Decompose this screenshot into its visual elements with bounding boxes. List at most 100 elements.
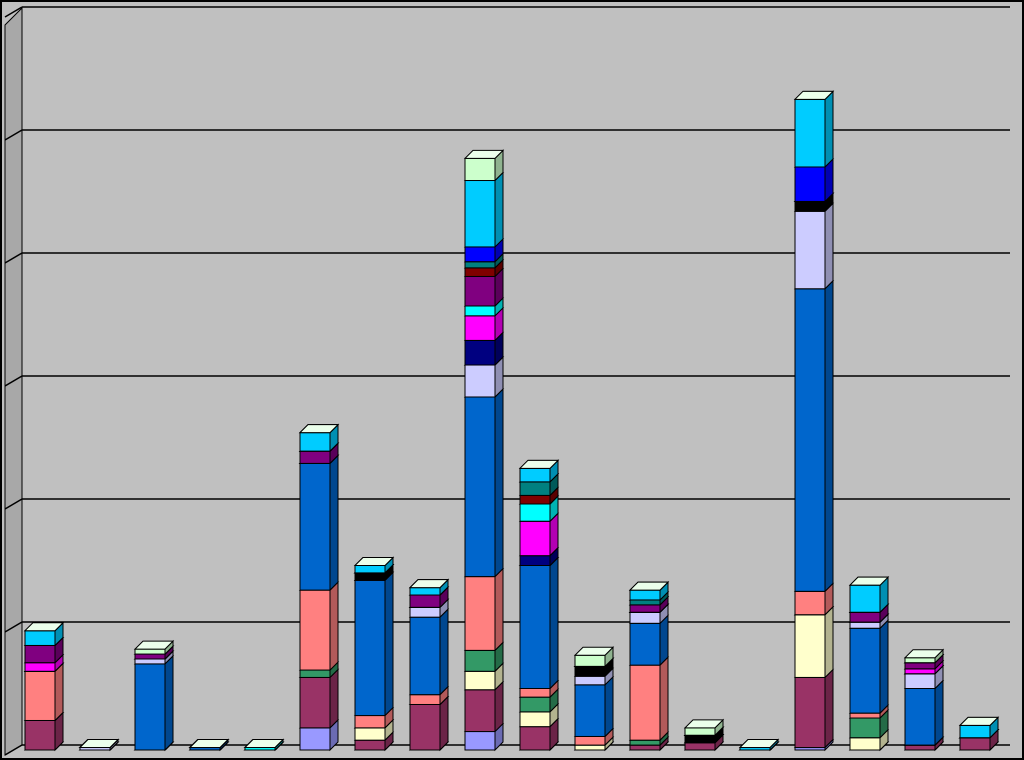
bar-segment xyxy=(849,627,881,714)
bar-segment xyxy=(464,396,496,578)
bar-segment xyxy=(409,587,441,596)
bar-segment xyxy=(574,675,606,686)
bar-segment xyxy=(794,200,826,212)
bar-top xyxy=(958,716,1000,726)
bar-segment xyxy=(629,589,661,601)
bar-segment xyxy=(464,315,496,341)
bar-segment xyxy=(794,166,826,202)
bar-segment xyxy=(794,590,826,616)
bar-top xyxy=(78,739,120,749)
bar-segment xyxy=(849,621,881,629)
bar-top xyxy=(628,581,670,591)
bar-top xyxy=(518,459,560,469)
bar-segment xyxy=(629,599,661,606)
bar-segment xyxy=(299,432,331,452)
bar-segment xyxy=(629,611,661,624)
bar-segment xyxy=(519,688,551,698)
bar-top xyxy=(243,739,285,749)
bar-side xyxy=(549,556,559,690)
bar-segment xyxy=(354,565,386,574)
bar-side xyxy=(494,387,504,578)
bar-segment xyxy=(354,727,386,741)
bar-segment xyxy=(464,275,496,307)
bar-side xyxy=(329,580,339,672)
bar-segment xyxy=(24,630,56,646)
bar-segment xyxy=(134,648,166,655)
bar-side xyxy=(659,655,669,742)
bar-segment xyxy=(904,668,936,675)
grid-line-wall xyxy=(4,252,23,264)
bar-top xyxy=(793,90,835,100)
bar-segment xyxy=(299,450,331,464)
bar-segment xyxy=(24,670,56,721)
bar-segment xyxy=(464,267,496,277)
bar-segment xyxy=(684,734,716,744)
bar-segment xyxy=(409,606,441,618)
bar-segment xyxy=(464,339,496,366)
bar-side xyxy=(824,605,834,679)
bar-top xyxy=(23,622,65,632)
bar-segment xyxy=(794,288,826,592)
bar-segment xyxy=(794,676,826,749)
bar-side xyxy=(494,171,504,249)
bar-segment xyxy=(464,180,496,248)
bar-segment xyxy=(519,481,551,496)
bar-segment xyxy=(629,744,661,751)
bar-segment xyxy=(299,669,331,678)
bar-side xyxy=(494,567,504,652)
bar-segment xyxy=(574,744,606,751)
bar-segment xyxy=(849,717,881,739)
bar-segment xyxy=(519,565,551,689)
bar-top xyxy=(133,640,175,650)
bar-side xyxy=(329,668,339,730)
bar-top xyxy=(408,579,450,589)
bar-segment xyxy=(574,684,606,737)
bar-top xyxy=(463,149,505,159)
bar-side xyxy=(439,695,449,752)
bar-segment xyxy=(959,737,991,751)
bar-segment xyxy=(849,712,881,719)
bar-segment xyxy=(464,157,496,182)
bar-segment xyxy=(794,210,826,290)
bar-segment xyxy=(574,654,606,667)
bar-segment xyxy=(629,622,661,666)
grid-line-wall xyxy=(4,621,23,633)
bar-segment xyxy=(849,584,881,613)
bar-segment xyxy=(519,726,551,751)
bar-segment xyxy=(24,644,56,664)
bar-segment xyxy=(464,649,496,672)
grid-line-wall xyxy=(4,744,23,756)
bar-segment xyxy=(464,689,496,733)
bar-segment xyxy=(409,616,441,696)
bar-segment xyxy=(519,503,551,522)
grid-line-wall xyxy=(4,129,23,141)
bar-segment xyxy=(299,589,331,671)
bar-segment xyxy=(519,520,551,557)
bar-side xyxy=(824,279,834,593)
bar-segment xyxy=(574,665,606,677)
bar-segment xyxy=(24,719,56,751)
bar-segment xyxy=(629,739,661,746)
bar-segment xyxy=(904,657,936,664)
bar-segment xyxy=(904,662,936,670)
bar-segment xyxy=(849,737,881,751)
bar-segment xyxy=(464,731,496,751)
bar-side xyxy=(439,607,449,696)
bar-segment xyxy=(574,735,606,746)
bar-segment xyxy=(464,576,496,651)
bar-segment xyxy=(849,611,881,623)
bar-segment xyxy=(519,711,551,728)
bar-top xyxy=(903,649,945,659)
bar-segment xyxy=(904,673,936,689)
bar-top xyxy=(683,719,725,729)
bar-top xyxy=(738,739,780,749)
bar-top xyxy=(298,424,340,434)
grid-line-wall xyxy=(4,6,23,18)
bar-segment xyxy=(409,594,441,608)
bar-segment xyxy=(134,663,166,751)
bar-side xyxy=(824,202,834,290)
grid-line-wall xyxy=(4,375,23,387)
bar-top xyxy=(573,646,615,656)
bar-segment xyxy=(464,261,496,269)
